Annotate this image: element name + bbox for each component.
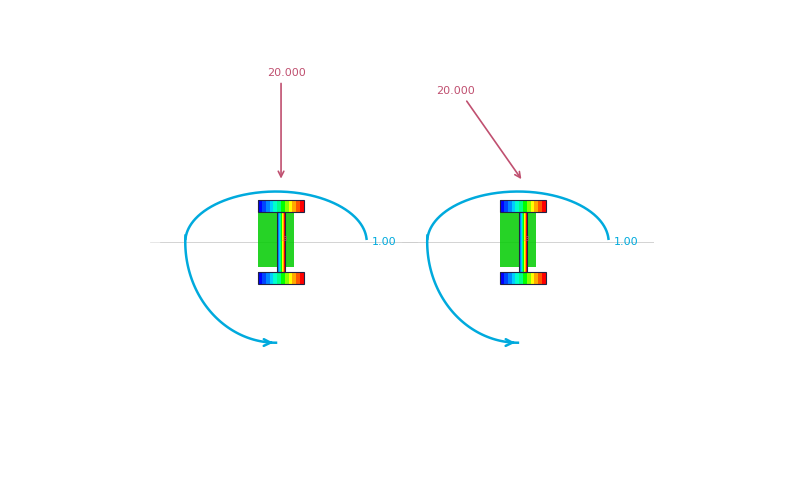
Text: 20.000: 20.000 <box>435 86 474 96</box>
Text: .3: .3 <box>516 236 529 242</box>
Text: 20.000: 20.000 <box>267 68 305 78</box>
Text: .3: .3 <box>274 236 287 242</box>
Text: 1.00: 1.00 <box>613 237 638 247</box>
Text: 1.00: 1.00 <box>371 237 396 247</box>
FancyBboxPatch shape <box>258 207 293 267</box>
FancyBboxPatch shape <box>499 207 535 267</box>
